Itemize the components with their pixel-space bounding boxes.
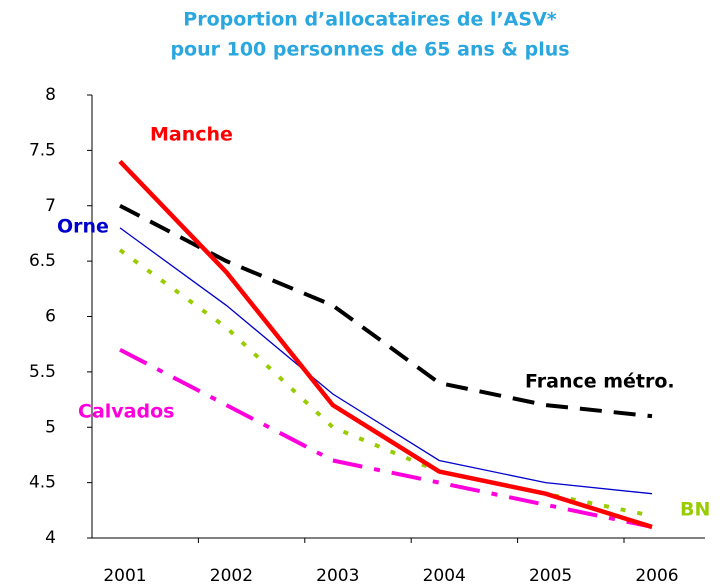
x-tick-label: 2001 bbox=[103, 566, 146, 586]
chart-title: pour 100 personnes de 65 ans & plus bbox=[170, 39, 569, 61]
x-tick-label: 2005 bbox=[529, 566, 572, 586]
x-tick-label: 2002 bbox=[210, 566, 253, 586]
series-label: Manche bbox=[150, 124, 233, 146]
y-tick-label: 6 bbox=[45, 307, 56, 327]
series-label: Calvados bbox=[78, 401, 174, 423]
y-tick-label: 8 bbox=[45, 85, 56, 105]
chart-title: Proportion d’allocataires de l’ASV* bbox=[183, 9, 556, 31]
x-tick-label: 2004 bbox=[423, 566, 466, 586]
y-tick-label: 5 bbox=[45, 417, 56, 437]
series-label: Orne bbox=[57, 216, 109, 238]
series-label: France métro. bbox=[525, 371, 675, 393]
series-line bbox=[118, 159, 653, 530]
series-line bbox=[119, 227, 653, 495]
y-tick-label: 6.5 bbox=[29, 251, 56, 271]
x-tick-label: 2003 bbox=[316, 566, 359, 586]
y-tick-label: 5.5 bbox=[29, 362, 56, 382]
y-tick-label: 4 bbox=[45, 528, 56, 548]
series-line bbox=[119, 203, 653, 419]
y-tick-label: 7 bbox=[45, 196, 56, 216]
y-tick-label: 4.5 bbox=[29, 473, 56, 493]
series-label: BN bbox=[680, 499, 710, 521]
y-tick-label: 7.5 bbox=[29, 140, 56, 160]
x-tick-label: 2006 bbox=[635, 566, 678, 586]
